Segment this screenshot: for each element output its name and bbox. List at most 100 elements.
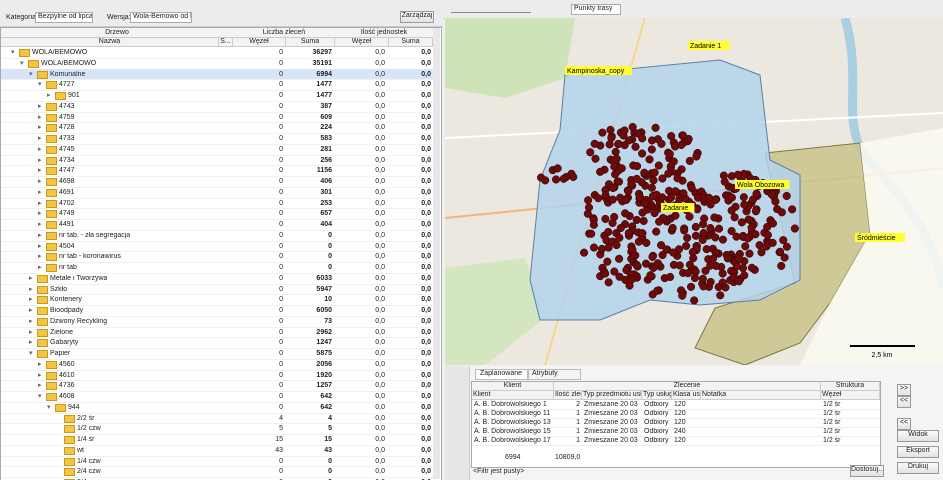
- route-point: [598, 128, 607, 137]
- tree-row[interactable]: ▸ Zielone 0 2962 0,0 0,0: [1, 327, 433, 339]
- group-header: Zlecenie: [554, 382, 821, 391]
- side-button[interactable]: >>: [897, 384, 911, 396]
- tree-row[interactable]: ▸ 4733 0 583 0,0 0,0: [1, 133, 433, 145]
- tab[interactable]: Zaplanowane: [475, 369, 529, 380]
- tree-row[interactable]: ▸ 4749 0 657 0,0 0,0: [1, 208, 433, 220]
- tree-row[interactable]: ▸ 4736 0 1257 0,0 0,0: [1, 380, 433, 392]
- sum-units: 0,0: [421, 457, 431, 465]
- order-row[interactable]: A. B. Dobrowolskiego 13 1 Zmieszane 20 03 …: [472, 418, 880, 428]
- side-button[interactable]: Eksport: [897, 446, 939, 458]
- side-button[interactable]: <<: [897, 418, 911, 430]
- expander: ▾: [20, 59, 24, 67]
- map[interactable]: Zadanie 1 Kampinoska_copy Zadanie Wola Oboz…: [445, 18, 943, 365]
- tree-row[interactable]: ▸ 4698 0 406 0,0 0,0: [1, 176, 433, 188]
- node-units: 0,0: [375, 414, 385, 422]
- expander: ▸: [38, 102, 42, 110]
- tree-row[interactable]: 1/4 czw 0 0 0,0 0,0: [1, 456, 433, 468]
- tree-row[interactable]: ▸ 4747 0 1156 0,0 0,0: [1, 165, 433, 177]
- tree-row[interactable]: 2/2 śr 4 4 0,0 0,0: [1, 413, 433, 425]
- tree-row[interactable]: ▸ 4691 0 301 0,0 0,0: [1, 187, 433, 199]
- tree-row[interactable]: ▸ 4610 0 1920 0,0 0,0: [1, 370, 433, 382]
- route-point: [665, 149, 674, 158]
- side-button[interactable]: Drukuj: [897, 462, 939, 474]
- tree-row[interactable]: ▸ Metale i Tworzywa 0 6033 0,0 0,0: [1, 273, 433, 285]
- route-points-select[interactable]: Punkty trasy: [571, 4, 621, 15]
- map-label: Wola Obozowa: [737, 182, 784, 189]
- tree-row[interactable]: ▸ nr tab - koronawirus 0 0 0,0 0,0: [1, 251, 433, 263]
- tree-row[interactable]: ▸ Bioodpady 0 6050 0,0 0,0: [1, 305, 433, 317]
- version-select[interactable]: Wola-Bemowo od l: [130, 12, 192, 23]
- tree-row[interactable]: ▸ 4504 0 0 0,0 0,0: [1, 241, 433, 253]
- node-name: 4610: [59, 371, 75, 379]
- route-point: [777, 261, 786, 270]
- category-select[interactable]: Bezpylne od lipca: [35, 12, 93, 23]
- tree-row[interactable]: 1/4 śr 15 15 0,0 0,0: [1, 434, 433, 446]
- route-point: [657, 241, 666, 250]
- tree-row[interactable]: ▸ 901 0 1477 0,0 0,0: [1, 90, 433, 102]
- tree-row[interactable]: ▸ 4743 0 387 0,0 0,0: [1, 101, 433, 113]
- expander: ▸: [29, 274, 33, 282]
- expander: ▸: [38, 135, 42, 142]
- tab[interactable]: Atrybuty: [527, 369, 581, 380]
- tree-row[interactable]: ▾ 4727 0 1477 0,0 0,0: [1, 79, 433, 91]
- tree-row[interactable]: 2/4 czw 0 0 0,0 0,0: [1, 466, 433, 478]
- route-point: [615, 233, 624, 242]
- tree-row[interactable]: ▾ Papier 0 5875 0,0 0,0: [1, 348, 433, 360]
- route-point: [649, 176, 658, 185]
- node-count: 0: [279, 393, 283, 400]
- cell: 1/2 śr: [823, 428, 841, 435]
- node-name: nr tab - koronawirus: [59, 253, 121, 261]
- node-count: 0: [279, 285, 283, 293]
- side-button[interactable]: <<: [897, 396, 911, 408]
- expander: ▾: [11, 49, 15, 56]
- route-point: [655, 217, 664, 226]
- node-count: 0: [279, 81, 283, 89]
- manage-button[interactable]: Zarządzaj: [400, 11, 434, 23]
- tree-row[interactable]: ▾ WOLA/BEMOWO 0 36297 0,0 0,0: [1, 47, 433, 59]
- tree-row[interactable]: ▾ 944 0 642 0,0 0,0: [1, 402, 433, 414]
- tree-row[interactable]: wt 43 43 0,0 0,0: [1, 445, 433, 457]
- sum-units: 0,0: [421, 92, 431, 99]
- order-row[interactable]: A. B. Dobrowolskiego 17 1 Zmieszane 20 03 …: [472, 436, 880, 446]
- map-label-bg: [688, 41, 730, 50]
- tree-row[interactable]: 1/2 czw 5 5 0,0 0,0: [1, 423, 433, 435]
- tree-row[interactable]: ▸ Dzwony Recykling 0 73 0,0 0,0: [1, 316, 433, 328]
- route-point: [596, 167, 605, 176]
- tree-row[interactable]: ▸ 4702 0 253 0,0 0,0: [1, 198, 433, 210]
- tree-row[interactable]: ▸ Gabaryty 0 1247 0,0 0,0: [1, 337, 433, 349]
- tree-row[interactable]: ▸ nr tab 0 0 0,0 0,0: [1, 262, 433, 274]
- node-name: 4728: [59, 124, 75, 132]
- route-point: [751, 207, 760, 216]
- route-point: [666, 272, 675, 282]
- tree-row[interactable]: ▸ 4759 0 609 0,0 0,0: [1, 112, 433, 124]
- route-point: [638, 208, 647, 217]
- order-row[interactable]: A. B. Dobrowolskiego 15 1 Zmieszane 20 03 …: [472, 427, 880, 437]
- route-point: [684, 269, 693, 278]
- tree-row[interactable]: ▸ nr tab. - zła segregacja 0 0 0,0 0,0: [1, 230, 433, 242]
- route-point: [647, 145, 656, 154]
- node-name: 4736: [59, 382, 75, 390]
- customize-button[interactable]: Dostosuj...: [850, 465, 884, 477]
- tree-row[interactable]: ▾ 4608 0 642 0,0 0,0: [1, 391, 433, 403]
- tree-row[interactable]: ▸ Szkło 0 5947 0,0 0,0: [1, 284, 433, 296]
- route-point: [735, 255, 744, 264]
- tree-row[interactable]: ▸ 4734 0 256 0,0 0,0: [1, 155, 433, 167]
- node-units: 0,0: [375, 242, 385, 250]
- tree-row[interactable]: ▸ 4745 0 281 0,0 0,0: [1, 144, 433, 156]
- tree-row[interactable]: ▸ 4560 0 2056 0,0 0,0: [1, 359, 433, 371]
- node-count: 0: [279, 296, 283, 304]
- route-point: [669, 248, 678, 257]
- node-name: Kontenery: [50, 296, 82, 304]
- node-units: 0,0: [375, 102, 385, 110]
- zoom-slider[interactable]: [451, 4, 531, 13]
- tree-row[interactable]: ▸ 4491 0 404 0,0 0,0: [1, 219, 433, 231]
- route-point: [653, 259, 663, 268]
- order-row[interactable]: A. B. Dobrowolskiego 1 2 Zmieszane 20 03 0…: [472, 400, 880, 410]
- tree-row[interactable]: ▾ Komunalne 0 6994 0,0 0,0: [1, 68, 433, 81]
- tree-row[interactable]: ▸ 4728 0 224 0,0 0,0: [1, 122, 433, 134]
- tree-row[interactable]: ▸ Kontenery 0 10 0,0 0,0: [1, 294, 433, 306]
- order-row[interactable]: A. B. Dobrowolskiego 11 1 Zmieszane 20 03 …: [472, 409, 880, 419]
- map-label-bg: [661, 203, 695, 212]
- expander: ▸: [38, 221, 42, 228]
- side-button[interactable]: Widok: [897, 430, 939, 442]
